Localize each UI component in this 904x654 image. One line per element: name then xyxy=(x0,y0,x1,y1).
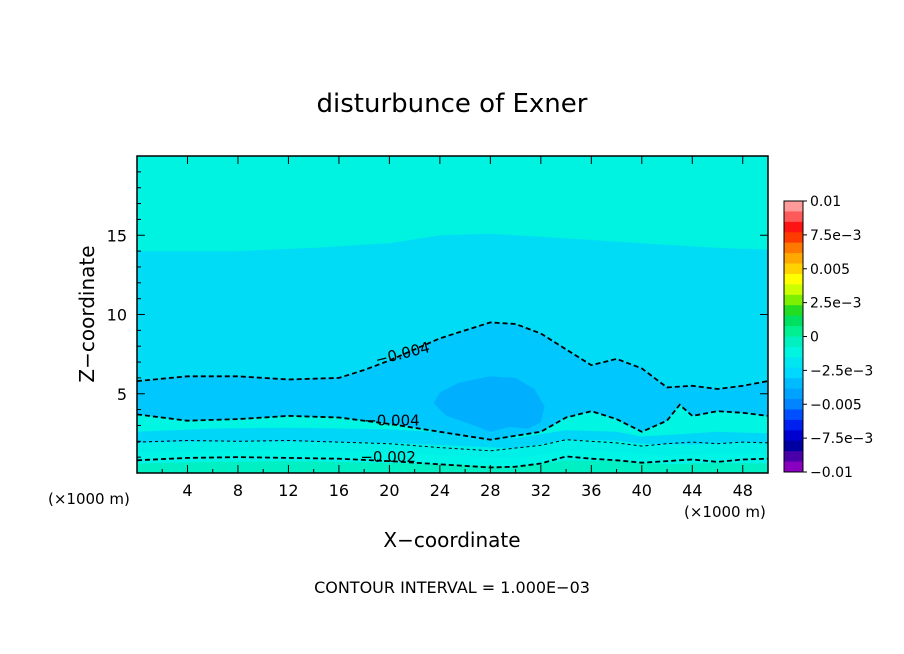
x-tick-label: 24 xyxy=(430,481,450,500)
y-tick-label: 5 xyxy=(117,385,127,404)
x-tick-label: 20 xyxy=(379,481,399,500)
x-tick-label: 16 xyxy=(329,481,349,500)
colorbar-segment xyxy=(784,253,803,265)
colorbar-segment xyxy=(784,378,803,390)
plot-area: −0.004−0.004−0.002 4 8 12 16 20 24 28 32 36 40 44 4… xyxy=(107,155,769,500)
x-unit-right: (×1000 m) xyxy=(684,503,766,521)
colorbar-segment xyxy=(784,430,803,442)
colorbar-segment xyxy=(784,305,803,317)
contour-line xyxy=(137,321,768,390)
colorbar-label: 0 xyxy=(810,330,819,346)
colorbar-label: −0.005 xyxy=(810,397,862,413)
contour-fill xyxy=(433,376,545,432)
y-tick-label: 10 xyxy=(107,306,127,325)
colorbar: 0.01 7.5e−3 0.005 2.5e−3 0 −2.5e−3 −0.005 −7.5e… xyxy=(783,194,873,481)
colorbar-segment xyxy=(784,461,803,473)
colorbar-segment xyxy=(784,419,803,431)
colorbar-segment xyxy=(784,357,803,369)
colorbar-label: 7.5e−3 xyxy=(810,228,862,244)
colorbar-segment xyxy=(784,242,803,254)
contour-line xyxy=(137,403,768,441)
colorbar-segment xyxy=(784,399,803,410)
x-tick-label: 32 xyxy=(531,481,551,500)
contour-value-label: −0.004 xyxy=(364,411,420,429)
x-tick-label: 12 xyxy=(278,481,298,500)
x-unit-left: (×1000 m) xyxy=(48,490,130,508)
colorbar-segment xyxy=(784,263,803,275)
colorbar-segment xyxy=(784,336,803,348)
x-tick-label: 48 xyxy=(733,481,753,500)
contour-fill xyxy=(137,322,768,440)
contour-fill xyxy=(137,156,768,252)
x-axis-ticks: 4 8 12 16 20 24 28 32 36 40 44 48 xyxy=(161,156,753,500)
x-tick-label: 28 xyxy=(480,481,500,500)
contour-fill xyxy=(137,233,768,389)
x-tick-label: 36 xyxy=(581,481,601,500)
colorbar-segment xyxy=(784,409,803,421)
colorbar-label: 0.005 xyxy=(810,262,850,278)
contour-lines xyxy=(137,321,768,469)
colorbar-segment xyxy=(784,232,803,244)
colorbar-label: −7.5e−3 xyxy=(810,431,873,447)
contour-interval-note: CONTOUR INTERVAL = 1.000E−03 xyxy=(314,578,590,597)
colorbar-segment xyxy=(784,284,803,296)
colorbar-segment xyxy=(784,326,803,337)
x-tick-label: 8 xyxy=(233,481,243,500)
y-axis-ticks: 5 10 15 xyxy=(107,171,768,458)
colorbar-label: −0.01 xyxy=(810,465,853,481)
colorbar-segment xyxy=(784,294,803,306)
chart-title: disturbunce of Exner xyxy=(317,89,588,119)
colorbar-segment xyxy=(784,211,803,223)
y-tick-label: 15 xyxy=(107,226,127,245)
x-tick-label: 44 xyxy=(682,481,702,500)
colorbar-segment xyxy=(784,346,803,358)
colorbar-segment xyxy=(784,201,803,212)
colorbar-labels: 0.01 7.5e−3 0.005 2.5e−3 0 −2.5e−3 −0.005 −7.5e… xyxy=(803,194,873,481)
contour-line xyxy=(137,455,768,469)
colorbar-segment xyxy=(784,388,803,400)
colorbar-label: −2.5e−3 xyxy=(810,363,873,379)
colorbar-segment xyxy=(784,451,803,463)
x-tick-label: 4 xyxy=(182,481,192,500)
contour-fill xyxy=(137,460,768,473)
contour-value-label: −0.002 xyxy=(360,448,416,466)
colorbar-segment xyxy=(784,440,803,452)
colorbar-label: 2.5e−3 xyxy=(810,296,862,312)
colorbar-segment xyxy=(784,315,803,327)
y-axis-label: Z−coordinate xyxy=(75,245,99,382)
colorbar-segment xyxy=(784,273,803,285)
colorbar-segment xyxy=(784,367,803,379)
colorbar-label: 0.01 xyxy=(810,194,841,210)
x-tick-label: 40 xyxy=(632,481,652,500)
contour-fills xyxy=(137,156,768,473)
x-axis-label: X−coordinate xyxy=(383,528,520,552)
colorbar-segment xyxy=(784,221,803,233)
